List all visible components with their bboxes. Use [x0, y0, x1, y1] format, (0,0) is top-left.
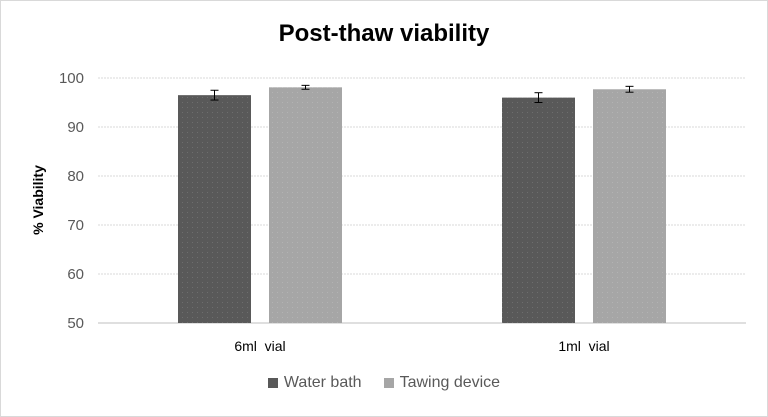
y-tick-label: 60: [67, 266, 84, 283]
y-tick-label: 70: [67, 217, 84, 234]
x-tick-label: 1ml vial: [558, 338, 609, 354]
chart-title: Post-thaw viability: [278, 20, 490, 47]
y-tick-label: 100: [59, 70, 84, 87]
bar: [178, 95, 251, 324]
legend: Water bath Tawing device: [0, 374, 768, 392]
y-tick-label: 90: [67, 119, 84, 136]
legend-swatch: [267, 378, 278, 388]
x-tick-label: 6ml vial: [234, 338, 285, 354]
bar: [502, 97, 575, 323]
legend-label: Water bath: [283, 374, 362, 391]
bar: [269, 87, 342, 323]
y-tick-label: 80: [67, 168, 84, 185]
legend-item: Tawing device: [383, 374, 501, 392]
y-tick-label: 50: [67, 315, 84, 332]
bar: [593, 89, 666, 324]
legend-label: Tawing device: [399, 374, 501, 391]
legend-swatch: [383, 378, 394, 388]
legend-item: Water bath: [267, 374, 362, 392]
